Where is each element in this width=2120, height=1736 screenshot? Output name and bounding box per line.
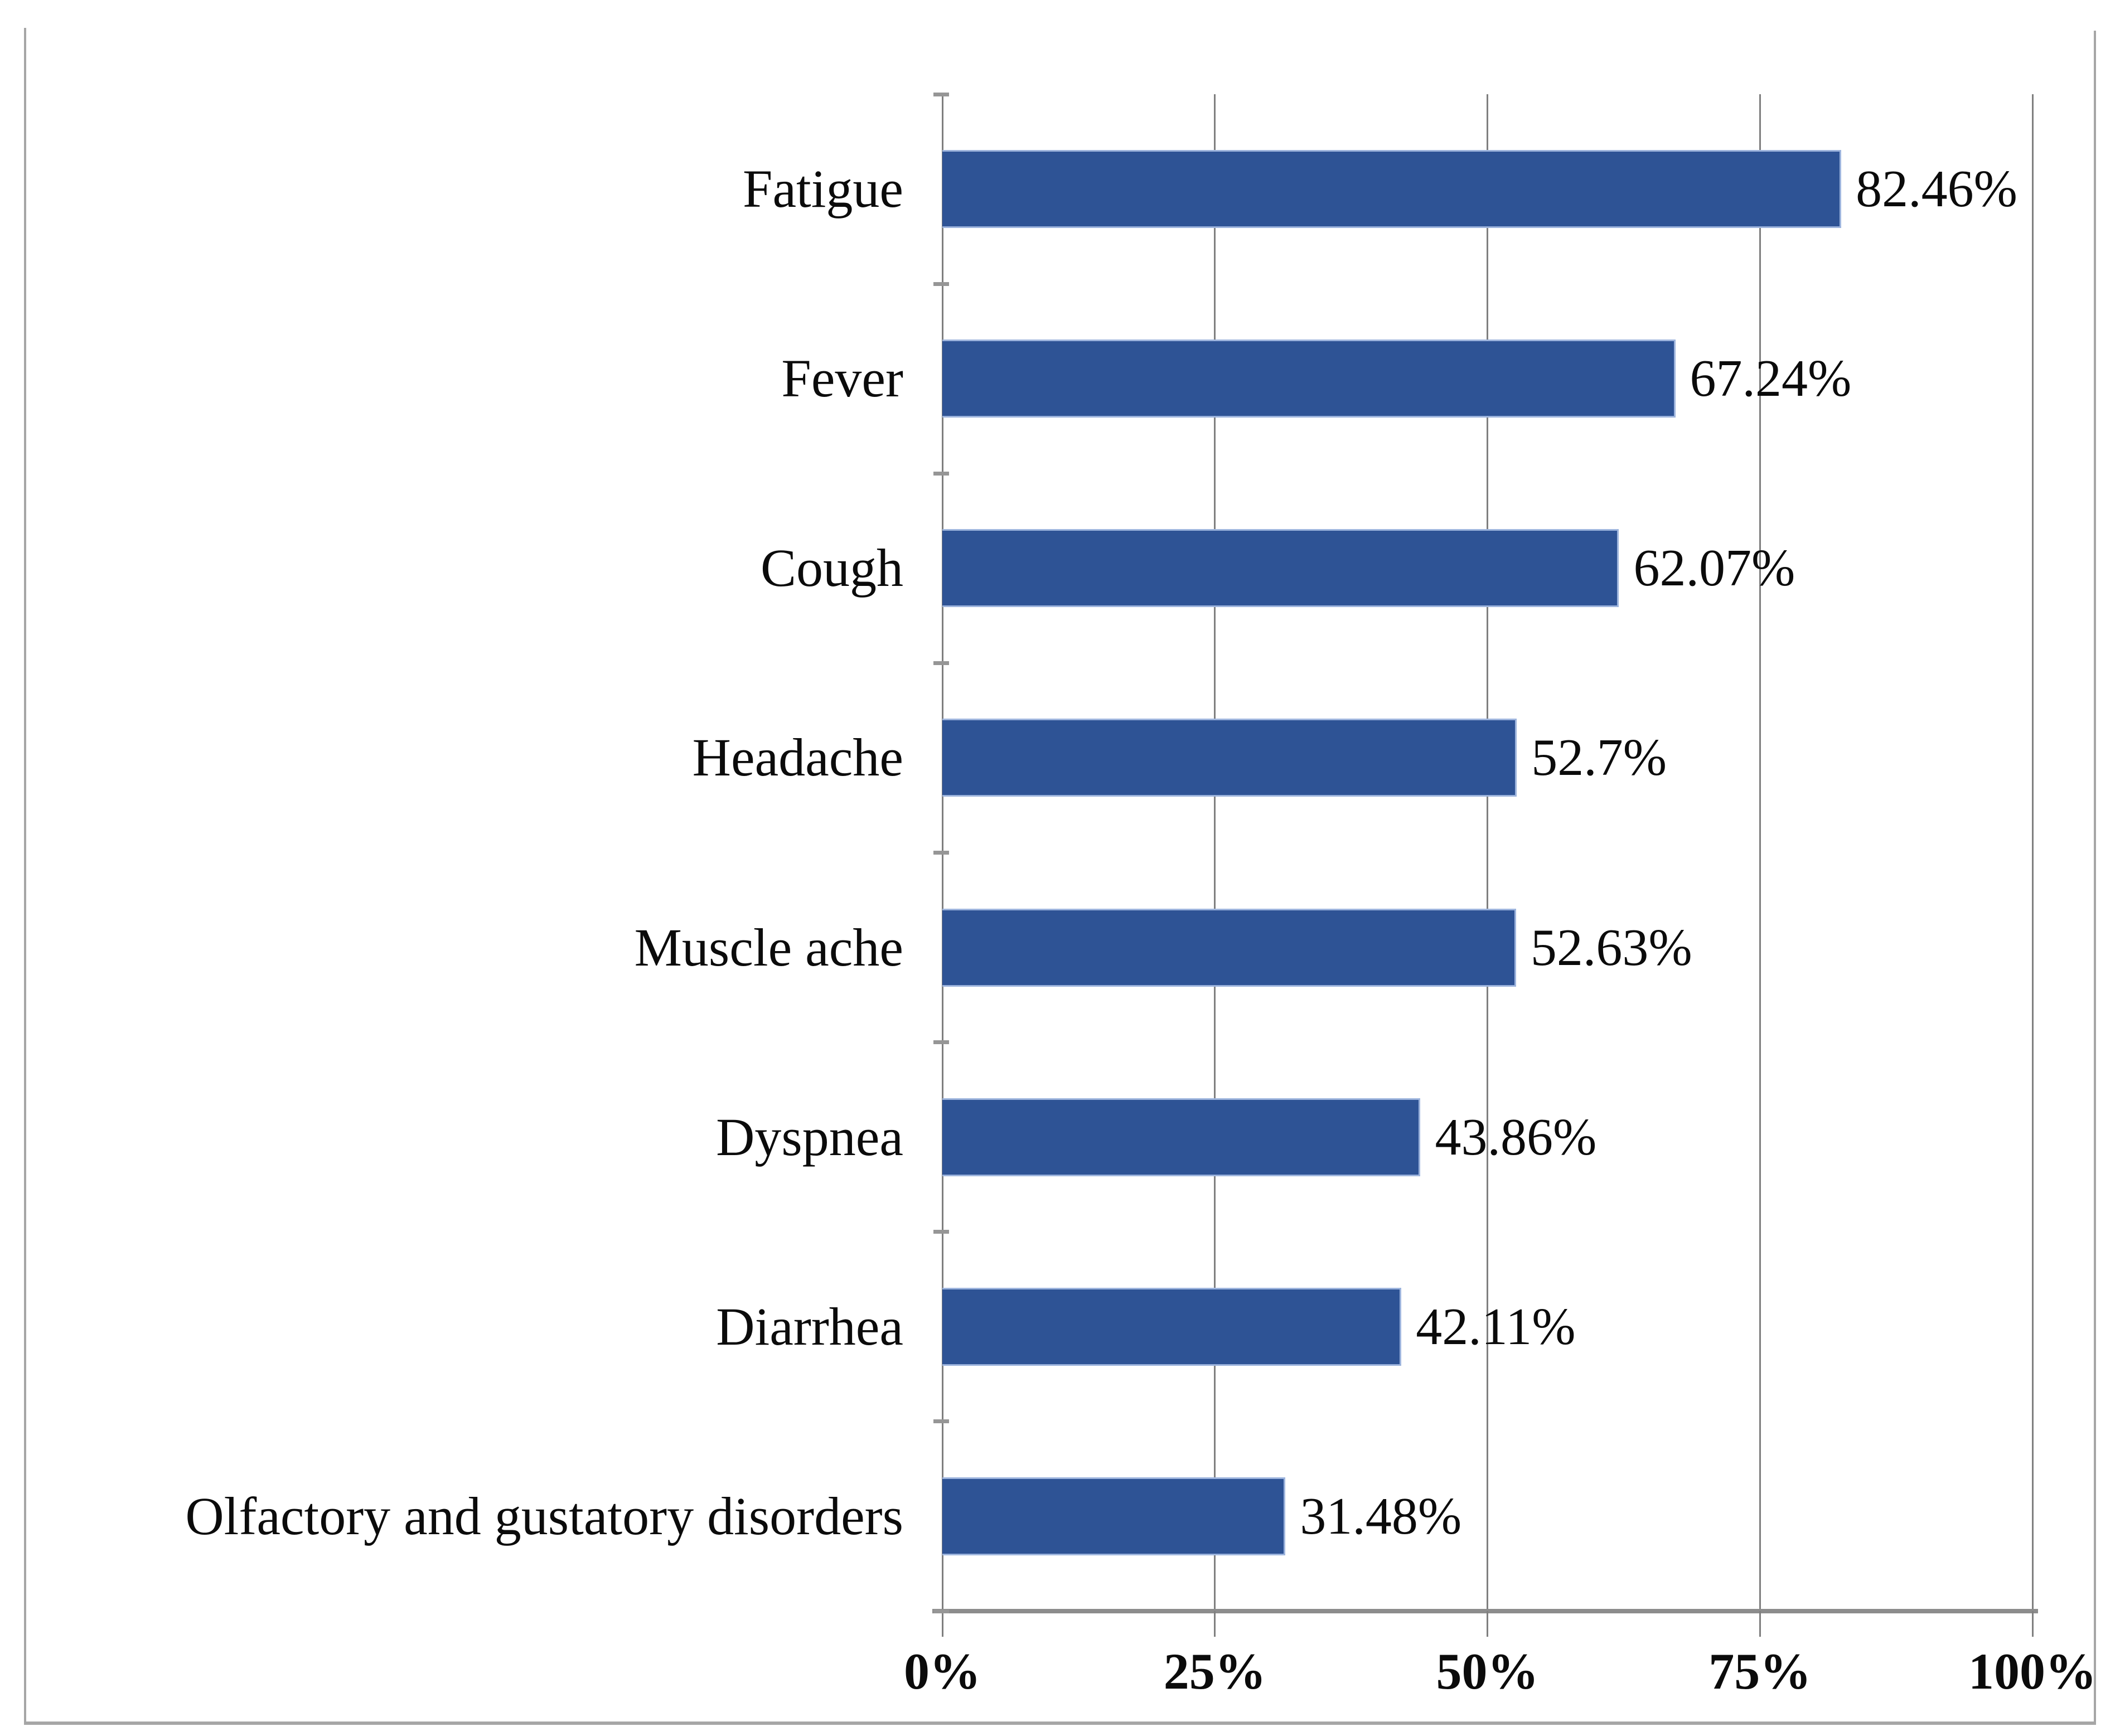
category-axis-tick [933,851,949,855]
x-axis-tick-label: 50% [1436,1643,1539,1700]
x-axis-tick [1487,1611,1488,1637]
category-axis-tick [933,282,949,286]
gridline [1214,94,1216,1611]
category-axis-tick [933,92,949,96]
value-label: 52.7% [1531,729,1667,787]
x-axis-tick-label: 100% [1968,1643,2097,1700]
category-label: Fever [781,348,903,409]
x-axis-tick [1214,1611,1216,1637]
category-label: Dyspnea [716,1107,903,1167]
category-label: Diarrhea [716,1296,903,1356]
bar [942,150,1842,229]
bar [942,340,1676,418]
x-axis-tick [941,1611,943,1637]
x-axis-tick-label: 0% [904,1643,981,1700]
bar [942,1477,1286,1555]
category-axis-tick [933,1419,949,1424]
category-label: Cough [760,538,903,598]
value-label: 31.48% [1300,1487,1462,1545]
category-axis-tick [933,1040,949,1045]
category-label: Fatigue [743,159,903,219]
category-axis-tick [933,1230,949,1234]
gridline [2031,94,2034,1611]
gridline [1759,94,1761,1611]
bar [942,908,1516,987]
x-axis-tick-label: 75% [1708,1643,1812,1700]
bar [942,529,1619,608]
value-label: 52.63% [1530,918,1692,977]
category-label: Olfactory and gustatory disorders [185,1486,903,1546]
figure-frame-left [24,28,26,1725]
bar [942,719,1517,797]
x-axis-tick [2031,1611,2034,1637]
x-axis-line [932,1609,2038,1613]
value-label: 62.07% [1633,539,1795,598]
category-axis-tick [933,471,949,476]
x-axis-tick [1759,1611,1761,1637]
bar [942,1287,1402,1366]
value-label: 82.46% [1856,160,2017,219]
figure-frame-bottom [24,1722,2096,1725]
category-label: Muscle ache [634,917,903,977]
bar [942,1098,1421,1176]
value-label: 42.11% [1416,1297,1576,1356]
value-label: 43.86% [1435,1108,1597,1166]
gridline [1487,94,1488,1611]
category-axis-tick [933,661,949,665]
x-axis-tick-label: 25% [1163,1643,1266,1700]
category-label: Headache [692,728,903,788]
value-label: 67.24% [1690,350,1852,408]
figure-frame-right [2094,31,2096,1725]
category-axis-tick [933,1609,949,1613]
